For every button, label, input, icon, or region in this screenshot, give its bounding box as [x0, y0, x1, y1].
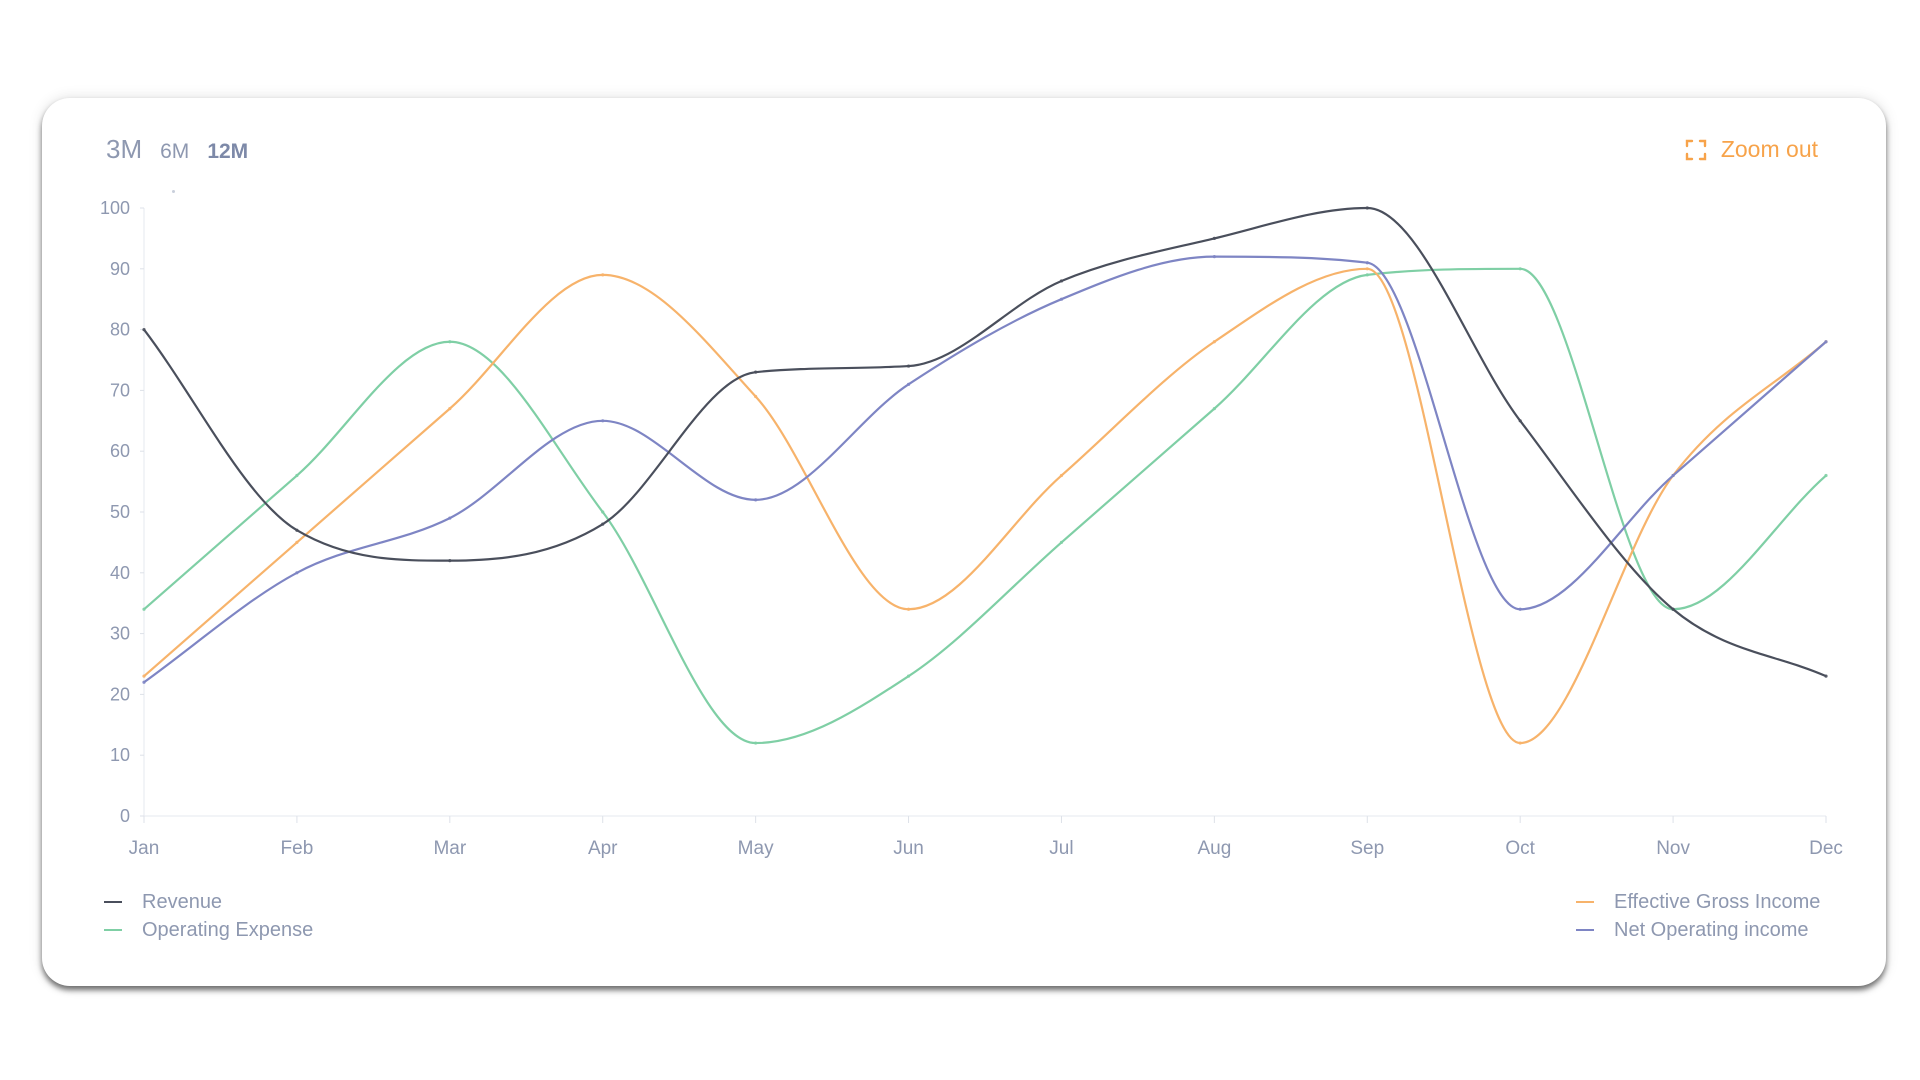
data-point-net-operating-income: [754, 498, 758, 502]
legend-item-revenue[interactable]: Revenue: [104, 888, 313, 916]
data-point-revenue: [295, 528, 299, 532]
data-point-revenue: [1059, 279, 1064, 283]
data-point-revenue: [754, 370, 758, 374]
legend-swatch-net-operating-income: [1576, 929, 1594, 931]
data-point-revenue: [1824, 674, 1828, 678]
legend-swatch-effective-gross-income: [1576, 901, 1594, 903]
data-point-revenue: [1671, 607, 1675, 611]
data-point-effective-gross-income: [1365, 267, 1369, 271]
data-point-operating-expense: [1212, 407, 1216, 411]
x-tick-label: Nov: [1656, 838, 1690, 858]
data-point-revenue: [1518, 419, 1522, 423]
data-point-net-operating-income: [142, 680, 146, 684]
legend-label-revenue: Revenue: [142, 890, 223, 913]
y-tick-label: 40: [110, 563, 130, 583]
data-point-operating-expense: [295, 473, 299, 478]
range-tab-3m[interactable]: 3M: [106, 134, 143, 164]
x-tick-label: Oct: [1505, 838, 1535, 858]
legend-left: Revenue Operating Expense: [104, 888, 313, 944]
data-point-operating-expense: [1365, 273, 1369, 277]
data-point-effective-gross-income: [906, 607, 911, 611]
range-tab-6m[interactable]: 6M: [160, 140, 190, 163]
data-point-revenue: [1212, 236, 1216, 240]
x-tick-label: May: [738, 838, 774, 858]
decorative-dot: [172, 190, 175, 193]
y-tick-label: 20: [110, 684, 130, 704]
chart-card: 3M 6M 12M Zoom out 0 10 20 30 40 50 60 70 80 90 10…: [42, 98, 1886, 986]
data-point-revenue: [601, 522, 605, 526]
data-point-net-operating-income: [1518, 607, 1522, 611]
data-point-net-operating-income: [448, 516, 452, 520]
data-point-net-operating-income: [1671, 473, 1675, 478]
data-point-operating-expense: [906, 674, 911, 678]
data-point-revenue: [142, 328, 146, 332]
data-point-effective-gross-income: [601, 273, 605, 277]
series-line-net-operating-income: [143, 255, 1827, 684]
x-tick-label: Apr: [588, 838, 618, 858]
y-tick-label: 90: [110, 259, 130, 279]
data-point-net-operating-income: [601, 419, 605, 423]
x-tick-label: Jun: [893, 838, 924, 858]
series-line-effective-gross-income: [143, 267, 1827, 745]
x-tick-label: Dec: [1809, 838, 1843, 858]
data-point-effective-gross-income: [754, 394, 758, 399]
y-tick-label: 10: [110, 745, 130, 765]
data-point-effective-gross-income: [1059, 473, 1064, 478]
expand-icon: [1685, 139, 1707, 160]
zoom-out-button[interactable]: Zoom out: [1685, 136, 1818, 163]
data-point-operating-expense: [601, 510, 605, 514]
series-line-revenue: [143, 206, 1827, 678]
data-point-net-operating-income: [1212, 255, 1216, 259]
legend-right: Effective Gross Income Net Operating inc…: [1576, 888, 1820, 944]
data-point-operating-expense: [142, 607, 146, 611]
x-tick-label: Jan: [129, 838, 160, 858]
x-tick-label: Feb: [281, 838, 314, 858]
data-point-operating-expense: [448, 340, 452, 344]
x-tick-label: Jul: [1049, 838, 1073, 858]
legend-item-effective-gross-income[interactable]: Effective Gross Income: [1576, 888, 1820, 916]
x-tick-label: Aug: [1197, 838, 1231, 858]
line-chart: 0 10 20 30 40 50 60 70 80 90 100 Jan Feb Mar Apr May Jun…: [100, 198, 1843, 858]
y-tick-label: 70: [110, 380, 130, 400]
data-point-operating-expense: [1824, 473, 1828, 478]
data-point-effective-gross-income: [1518, 741, 1522, 745]
y-tick-label: 80: [110, 320, 130, 340]
legend-swatch-revenue: [104, 901, 122, 903]
data-point-net-operating-income: [906, 382, 911, 386]
range-tab-12m[interactable]: 12M: [207, 140, 249, 163]
x-tick-label: Mar: [433, 838, 466, 858]
legend-swatch-operating-expense: [104, 929, 122, 931]
y-tick-label: 100: [100, 198, 130, 218]
data-point-net-operating-income: [1365, 261, 1369, 265]
y-tick-label: 50: [110, 502, 130, 522]
legend-item-operating-expense[interactable]: Operating Expense: [104, 916, 313, 944]
y-tick-label: 0: [120, 806, 130, 826]
data-point-effective-gross-income: [142, 674, 146, 678]
data-point-operating-expense: [754, 741, 758, 745]
data-point-net-operating-income: [295, 571, 299, 575]
data-point-net-operating-income: [1824, 340, 1828, 344]
data-point-revenue: [906, 364, 911, 368]
legend-label-net-operating-income: Net Operating income: [1614, 918, 1809, 941]
series-line-operating-expense: [143, 267, 1827, 745]
data-point-operating-expense: [1059, 540, 1064, 544]
data-point-effective-gross-income: [295, 540, 299, 544]
y-tick-label: 30: [110, 624, 130, 644]
data-point-operating-expense: [1518, 267, 1522, 271]
data-point-effective-gross-income: [1212, 340, 1216, 344]
data-point-revenue: [448, 559, 452, 563]
time-range-selector: 3M 6M 12M: [106, 134, 248, 165]
zoom-out-label: Zoom out: [1720, 136, 1818, 162]
data-point-effective-gross-income: [448, 407, 452, 411]
x-tick-label: Sep: [1350, 838, 1384, 858]
legend-label-effective-gross-income: Effective Gross Income: [1614, 890, 1821, 913]
data-point-revenue: [1365, 206, 1369, 210]
y-tick-label: 60: [110, 441, 130, 461]
data-point-net-operating-income: [1059, 297, 1064, 301]
legend-label-operating-expense: Operating Expense: [142, 918, 314, 941]
legend-item-net-operating-income[interactable]: Net Operating income: [1576, 916, 1820, 944]
